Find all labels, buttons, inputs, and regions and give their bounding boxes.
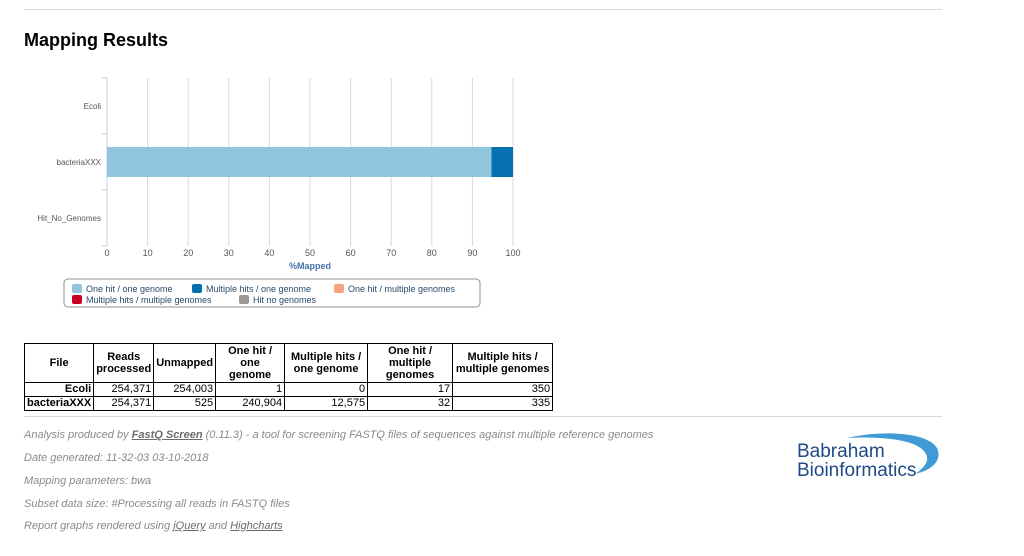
- table-cell: 254,371: [93, 396, 155, 411]
- table-cell: 525: [153, 396, 217, 411]
- table-file-cell: bacteriaXXX: [23, 396, 95, 411]
- legend-item[interactable]: Hit no genomes: [253, 295, 317, 305]
- table-cell: 254,371: [93, 382, 155, 397]
- footer-graphs-prefix: Report graphs rendered using: [24, 520, 174, 532]
- table-header-cell: File: [23, 343, 95, 383]
- page-title: Mapping Results: [24, 30, 169, 50]
- legend-swatch: [72, 284, 82, 293]
- results-table: File Reads processed Unmapped One hit / one…: [23, 343, 554, 411]
- logo-line-1: Babraham: [797, 441, 885, 462]
- table-header-cell: Multiple hits / multiple genomes: [452, 343, 554, 383]
- legend-swatch: [72, 295, 82, 304]
- table-cell: 12,575: [284, 396, 369, 411]
- legend-box: [63, 278, 481, 308]
- mapping-chart: Ecoli bacteriaXXX Hit_No_Genomes 0 10 20 30 40…: [37, 77, 521, 308]
- table-file-cell: Ecoli: [23, 382, 95, 397]
- babraham-logo: Babraham Bioinformatics: [795, 432, 945, 484]
- table-cell: 350: [452, 382, 554, 397]
- highcharts-link[interactable]: Highcharts: [230, 520, 283, 532]
- fastq-screen-link[interactable]: FastQ Screen: [131, 429, 203, 441]
- table-cell: 254,003: [153, 382, 217, 397]
- footer-analysis-prefix: Analysis produced by: [24, 429, 132, 441]
- legend-item[interactable]: One hit / multiple genomes: [348, 284, 456, 294]
- x-tick-label: 60: [346, 248, 356, 258]
- table-row: bacteriaXXX 254,371 525 240,904 12,575 32 335: [23, 396, 554, 411]
- x-tick-label: 70: [386, 248, 396, 258]
- table-header-cell: Multiple hits / one genome: [284, 343, 369, 383]
- x-tick-label: 100: [505, 248, 520, 258]
- footer-date: Date generated: 11-32-03 03-10-2018: [24, 452, 209, 464]
- x-tick-label: 20: [183, 248, 193, 258]
- table-header-cell: Unmapped: [153, 343, 217, 383]
- table-header-row: File Reads processed Unmapped One hit / one…: [23, 343, 554, 383]
- table-row: Ecoli 254,371 254,003 1 0 17 350: [23, 382, 554, 397]
- logo-swoosh-icon: [847, 433, 939, 474]
- x-tick-label: 90: [467, 248, 477, 258]
- table-header-cell: One hit / multiple genomes: [367, 343, 454, 383]
- top-divider: [24, 9, 942, 10]
- footer-graphs: Report graphs rendered using jQuery and …: [24, 520, 283, 532]
- x-tick-label: 40: [264, 248, 274, 258]
- x-tick-label: 30: [224, 248, 234, 258]
- table-cell: 17: [367, 382, 454, 397]
- logo-line-2: Bioinformatics: [797, 460, 917, 481]
- table-cell: 240,904: [215, 396, 286, 411]
- footer-analysis-suffix: (0.11.3) - a tool for screening FASTQ fi…: [202, 429, 654, 441]
- legend-item[interactable]: One hit / one genome: [86, 284, 173, 294]
- y-category-label: bacteriaXXX: [57, 158, 102, 167]
- footer-graphs-and: and: [205, 520, 231, 532]
- x-tick-label: 50: [305, 248, 315, 258]
- x-tick-label: 80: [427, 248, 437, 258]
- footer-mapping: Mapping parameters: bwa: [24, 475, 152, 487]
- table-cell: 32: [367, 396, 454, 411]
- table-cell: 1: [215, 382, 286, 397]
- table-cell: 0: [284, 382, 369, 397]
- x-tick-label: 10: [143, 248, 153, 258]
- bar-segment[interactable]: [107, 147, 492, 177]
- bottom-divider: [24, 416, 942, 417]
- legend-swatch: [334, 284, 344, 293]
- y-category-label: Hit_No_Genomes: [37, 214, 101, 223]
- y-category-label: Ecoli: [84, 102, 102, 111]
- table-header-cell: Reads processed: [93, 343, 155, 383]
- x-tick-label: 0: [104, 248, 109, 258]
- legend-swatch: [192, 284, 202, 293]
- legend-item[interactable]: Multiple hits / one genome: [206, 284, 311, 294]
- bar-segment[interactable]: [491, 147, 513, 177]
- legend-item[interactable]: Multiple hits / multiple genomes: [86, 295, 212, 305]
- chart-legend: One hit / one genome Multiple hits / one …: [63, 278, 481, 308]
- footer-analysis: Analysis produced by FastQ Screen (0.11.…: [24, 429, 653, 441]
- jquery-link[interactable]: jQuery: [173, 520, 206, 532]
- table-header-cell: One hit / one genome: [215, 343, 286, 383]
- legend-swatch: [239, 295, 249, 304]
- table-body: Ecoli 254,371 254,003 1 0 17 350 bacteriaXXX 254…: [23, 382, 554, 411]
- x-axis-title: %Mapped: [289, 261, 331, 271]
- table-cell: 335: [452, 396, 554, 411]
- footer-subset: Subset data size: #Processing all reads …: [24, 498, 290, 510]
